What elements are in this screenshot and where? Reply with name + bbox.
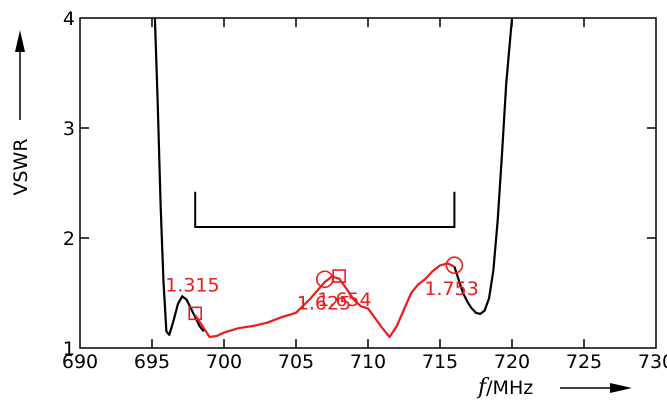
bandwidth-bracket [194,191,456,228]
x-axis-unit: /MHz [486,377,533,399]
x-axis-title: f/MHz [476,375,533,400]
x-axis-title-group: f/MHz [476,375,632,400]
x-tick-label: 715 [422,351,458,373]
marker-square [332,269,347,283]
y-tick-label: 2 [63,228,75,250]
marker-circle [315,270,334,289]
marker-label: 1.654 [317,289,371,311]
x-tick-label: 725 [566,351,602,373]
marker-circle [445,256,464,274]
x-tick-label: 710 [350,351,386,373]
y-axis-title-group: VSWR [10,30,32,196]
x-tick-label: 700 [206,351,242,373]
marker-square [188,306,202,321]
marker-label: 1.753 [424,278,478,300]
x-axis-title-arrowhead [610,383,632,393]
x-tick-label: 705 [278,351,314,373]
y-axis-title: VSWR [10,138,32,195]
series-line-2 [194,262,455,339]
x-tick-label: 695 [134,351,170,373]
plot-area: 690 695 700 705 710 715 720 725 730 1 2 3 4 1.315 1.62… [62,8,667,373]
y-tick-label: 4 [63,8,75,30]
x-tick-label: 720 [494,351,530,373]
x-tick-label: 690 [62,351,98,373]
series-line-3 [453,17,514,315]
marker-label: 1.625 [297,292,351,314]
marker-label: 1.315 [165,274,219,296]
y-tick-label: 3 [63,118,75,140]
y-tick-label: 1 [63,338,75,360]
x-tick-label: 730 [638,351,667,373]
y-axis-title-arrowhead [15,30,25,52]
